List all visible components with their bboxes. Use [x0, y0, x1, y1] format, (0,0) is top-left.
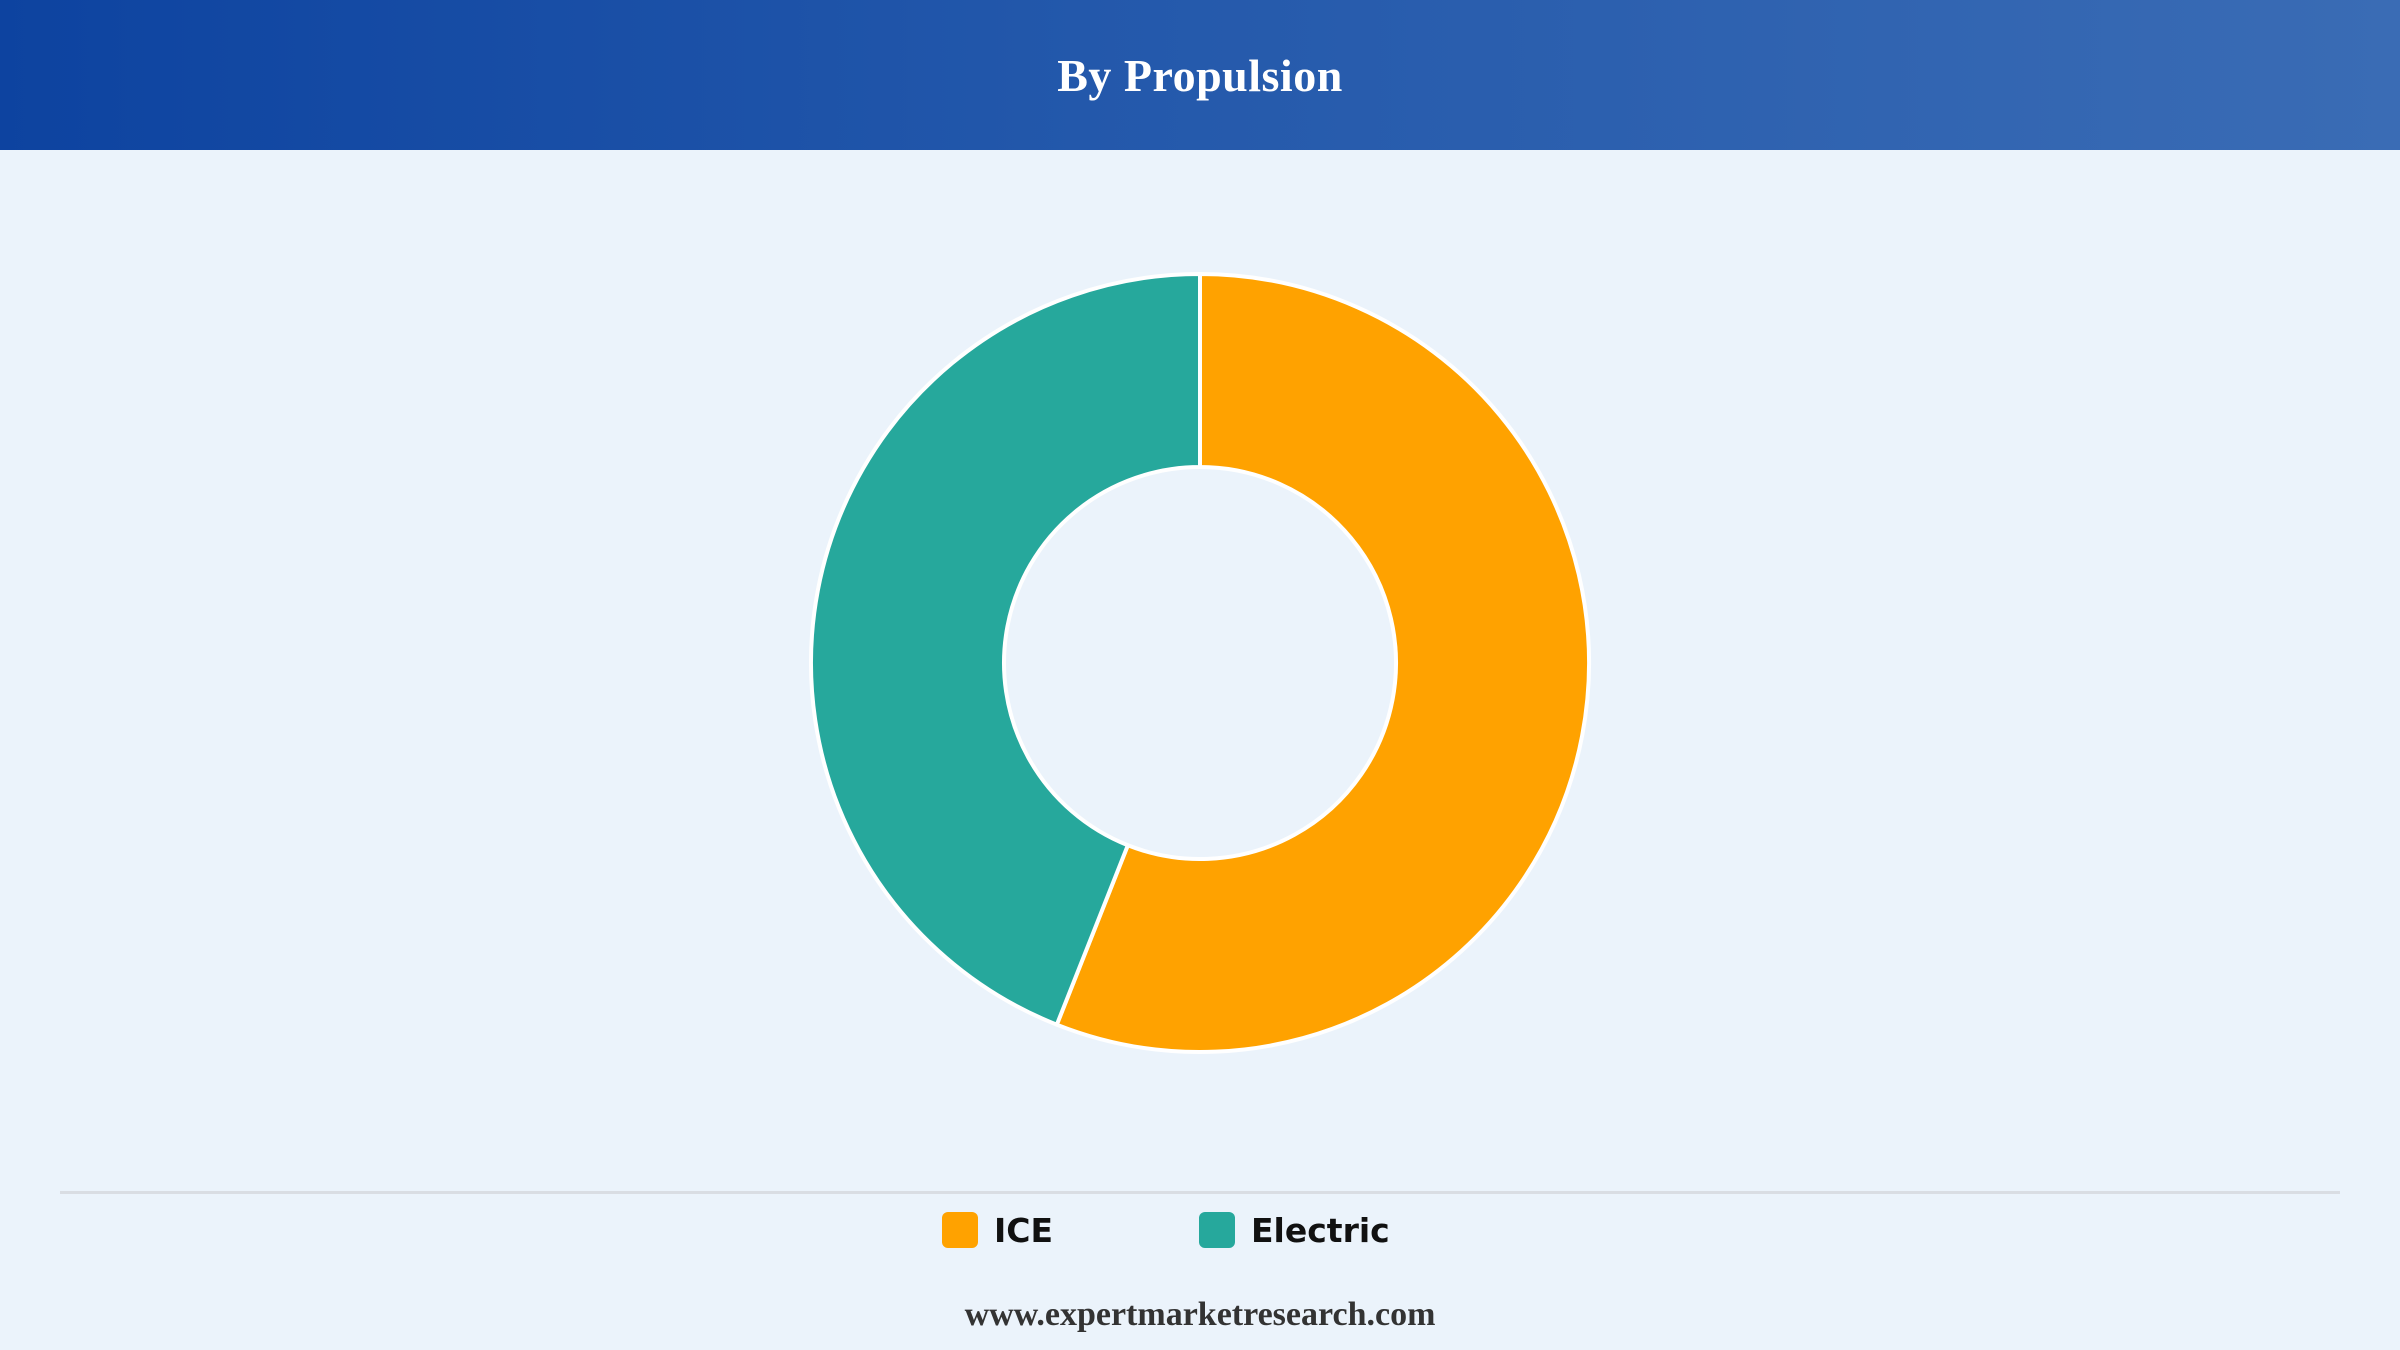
- legend-divider: [60, 1191, 2340, 1194]
- legend-item-electric[interactable]: Electric: [1199, 1204, 1390, 1256]
- legend-swatch-electric: [1199, 1212, 1235, 1248]
- chart-title: By Propulsion: [1057, 49, 1343, 101]
- donut-chart: [809, 272, 1591, 1054]
- legend-label-electric: Electric: [1251, 1210, 1390, 1250]
- donut-slice-ice[interactable]: [1054, 272, 1591, 1054]
- legend: ICE Electric: [0, 1204, 2400, 1256]
- legend-label-ice: ICE: [994, 1210, 1054, 1250]
- legend-item-ice[interactable]: ICE: [942, 1204, 1053, 1256]
- legend-swatch-ice: [942, 1212, 978, 1248]
- donut-slice-electric[interactable]: [809, 272, 1202, 1027]
- source-footer: www.expertmarketresearch.com: [964, 1296, 1436, 1333]
- header-banner: By Propulsion: [0, 0, 2400, 150]
